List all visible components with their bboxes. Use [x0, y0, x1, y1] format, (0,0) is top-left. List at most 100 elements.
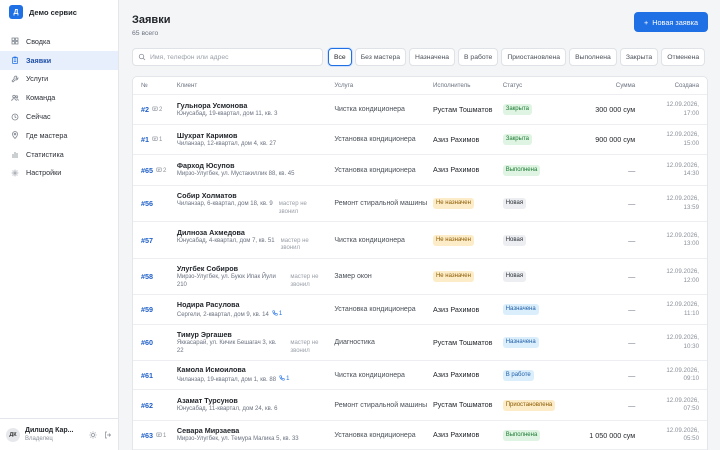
col-executor[interactable]: Исполнитель [432, 82, 471, 89]
order-number-link[interactable]: #62 [141, 400, 153, 410]
sidebar-item-label: Статистика [26, 149, 64, 159]
status-badge: Не назначен [432, 234, 474, 246]
sidebar-item-2[interactable]: Заявки [0, 50, 118, 70]
order-number-link[interactable]: #59 [141, 305, 153, 314]
page-subtitle: 65 всего [132, 30, 159, 37]
search-box[interactable] [132, 48, 323, 66]
col-created[interactable]: Создана [674, 82, 700, 89]
client-address: Чиланзар, 19-квартал, дом 1, кв. 88 1 [176, 375, 290, 385]
created-time: 10:30 [683, 342, 700, 350]
created-date: 12.09.2026, [666, 426, 700, 434]
order-number-link[interactable]: #60 [141, 338, 153, 347]
order-sum: 900 000 сум [595, 135, 636, 144]
table-row[interactable]: #58 Улугбек Собиров Мирзо-Улугбек, ул. Бую… [133, 259, 707, 295]
table-row[interactable]: #57 Дилноза Ахмедова Юнусабад, 4-квартал, … [133, 222, 707, 259]
chart-icon [10, 150, 19, 159]
created-date: 12.09.2026, [666, 366, 700, 374]
sidebar-item-3[interactable]: Услуги [0, 70, 118, 89]
status-badge: Назначена [502, 304, 539, 315]
order-number-link[interactable]: #1 [141, 135, 149, 144]
sidebar-item-4[interactable]: Команда [0, 88, 118, 107]
user-name: Дилшод Кар... [25, 426, 74, 434]
client-name: Камола Исмоилова [176, 365, 246, 375]
order-number-link[interactable]: #58 [141, 272, 153, 281]
client-name: Улугбек Собиров [176, 264, 239, 273]
col-num[interactable]: № [141, 82, 148, 89]
service-name: Ремонт стиральной машины [334, 200, 428, 207]
filter-1[interactable]: Все [328, 48, 352, 66]
order-sum: 1 050 000 сум [589, 430, 636, 440]
order-number-link[interactable]: #65 [141, 165, 153, 175]
filter-4[interactable]: В работе [458, 48, 499, 66]
phone-icon [272, 310, 278, 320]
table-row[interactable]: #56 Собир Холматов Чиланзар, 6-квартал, до… [133, 186, 707, 222]
sidebar-item-8[interactable]: Настройки [0, 164, 118, 183]
filter-6[interactable]: Выполнена [569, 48, 617, 66]
logout-button[interactable] [103, 430, 113, 440]
status-badge: Новая [502, 198, 527, 209]
filter-8[interactable]: Отменена [661, 48, 706, 66]
new-order-button[interactable]: + Новая заявка [634, 12, 708, 32]
col-service[interactable]: Услуга [334, 82, 354, 89]
client-name: Нодира Расулова [176, 299, 240, 309]
service-name: Чистка кондиционера [334, 106, 405, 113]
table-row[interactable]: #61 Камола Исмоилова Чиланзар, 19-квартал,… [133, 361, 707, 390]
user-box: ДК Дилшод Кар... Владелец [0, 418, 119, 450]
filter-3[interactable]: Назначена [409, 48, 456, 66]
table-row[interactable]: #1 1 Шухрат Каримов Чиланзар, 12-квартал, д… [133, 125, 707, 155]
calls-count: 1 [279, 375, 289, 385]
client-name: Севара Мирзаева [176, 426, 240, 436]
calls-count: 1 [272, 310, 282, 320]
order-number-link[interactable]: #56 [141, 199, 153, 208]
order-number-link[interactable]: #61 [141, 370, 153, 380]
order-sum: 300 000 сум [595, 105, 636, 114]
table-row[interactable]: #60 Тимур Эргашев Яккасарай, ул. Кичик Беш… [133, 325, 707, 361]
status-badge: Приостановлена [502, 399, 556, 411]
created-date: 12.09.2026, [666, 131, 700, 138]
brand[interactable]: Д Демо сервис [0, 0, 118, 24]
order-sum: — [628, 338, 636, 347]
comments-count: 1 [156, 432, 166, 440]
sidebar-item-1[interactable]: Сводка [0, 32, 118, 51]
created-date: 12.09.2026, [666, 301, 700, 308]
table-row[interactable]: #63 1 Севара Мирзаева Мирзо-Улугбек, ул. Те… [133, 421, 707, 450]
order-number-link[interactable]: #63 [141, 430, 153, 440]
theme-toggle-button[interactable] [88, 430, 98, 440]
sidebar-item-7[interactable]: Статистика [0, 145, 118, 164]
service-name: Чистка кондиционера [334, 371, 405, 379]
table-row[interactable]: #62 Азамат Турсунов Юнусабад, 11-квартал, … [133, 390, 707, 421]
filter-2[interactable]: Без мастера [354, 48, 407, 66]
clipboard-icon [10, 56, 19, 65]
client-address: Сергели, 2-квартал, дом 9, кв. 14 1 [176, 310, 283, 320]
sidebar-item-5[interactable]: Сейчас [0, 107, 118, 126]
created-time: 09:10 [683, 375, 700, 382]
col-client[interactable]: Клиент [176, 82, 198, 89]
search-input[interactable] [150, 53, 310, 61]
avatar[interactable]: ДК [6, 427, 20, 442]
filter-5[interactable]: Приостановлена [501, 48, 567, 66]
executor-name: Азиз Рахимов [432, 134, 480, 144]
search-icon [138, 53, 146, 61]
order-number-link[interactable]: #2 [141, 105, 149, 114]
created-date: 12.09.2026, [666, 334, 700, 341]
status-badge: Не назначен [432, 198, 474, 209]
table-row[interactable]: #2 2 Гульнора Усмонова Юнусабад, 19-квартал… [133, 95, 707, 125]
col-sum[interactable]: Сумма [615, 82, 636, 89]
sun-icon [89, 431, 97, 438]
sidebar-item-6[interactable]: Где мастера [0, 126, 118, 145]
order-sum: — [628, 370, 636, 380]
service-name: Чистка кондиционера [334, 236, 405, 244]
comments-count: 2 [152, 106, 162, 114]
order-number-link[interactable]: #57 [141, 235, 153, 245]
client-name: Азамат Турсунов [176, 396, 238, 406]
executor-name: Рустам Тошматов [432, 104, 493, 114]
table-row[interactable]: #65 2 Фарход Юсупов Мирзо-Улугбек, ул. Муст… [133, 155, 707, 186]
comment-icon [156, 432, 162, 440]
table-row[interactable]: #59 Нодира Расулова Сергели, 2-квартал, до… [133, 295, 707, 325]
order-sum: — [628, 272, 636, 281]
sidebar-item-label: Настройки [26, 168, 62, 178]
filter-7[interactable]: Закрыта [619, 48, 659, 66]
order-sum: — [628, 400, 636, 410]
col-status[interactable]: Статус [502, 82, 523, 89]
status-badge: Выполнена [502, 429, 541, 441]
